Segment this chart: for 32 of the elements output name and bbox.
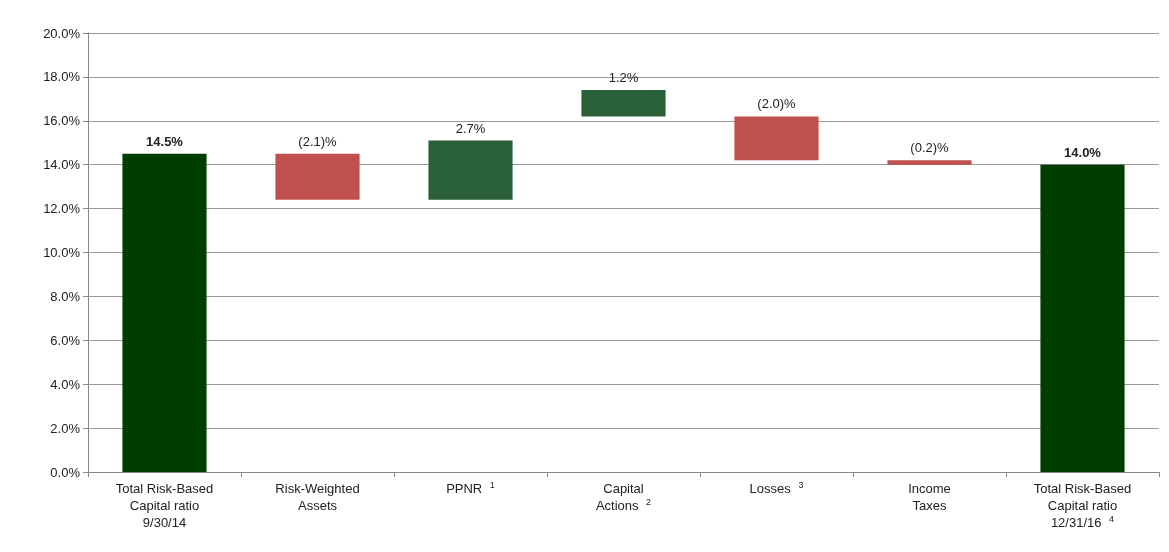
bar [122, 153, 207, 472]
y-tick-label: 12.0% [43, 201, 81, 217]
x-tick-label: Total Risk-Based Capital ratio 12/31/16 4 [1033, 481, 1132, 530]
data-label: (2.1)% [298, 133, 338, 149]
x-tick-label: Total Risk-Based Capital ratio 9/30/14 [115, 481, 214, 530]
y-tick-label: 16.0% [43, 113, 81, 129]
x-tick-label: Losses 3 [749, 479, 804, 496]
data-label: 14.5% [146, 133, 184, 149]
data-label: (2.0)% [757, 96, 797, 112]
bar [428, 140, 513, 200]
data-label: 2.7% [455, 120, 486, 136]
x-tick-label: Capital Actions 2 [595, 481, 652, 513]
bar [734, 116, 819, 161]
y-tick-label: 8.0% [50, 288, 81, 304]
bar [275, 153, 360, 200]
x-tick-label: PPNR 1 [446, 479, 495, 496]
bar [581, 90, 666, 117]
y-tick-label: 0.0% [50, 464, 81, 480]
y-tick-label: 4.0% [50, 376, 81, 392]
y-tick-label: 14.0% [43, 157, 81, 173]
bar [1040, 164, 1125, 472]
data-label: 14.0% [1064, 144, 1102, 160]
y-tick-label: 20.0% [43, 25, 81, 41]
x-tick-label: Income Taxes [908, 481, 951, 513]
y-tick-label: 2.0% [50, 420, 81, 436]
data-label: 1.2% [608, 70, 639, 86]
x-tick-label: Risk-Weighted Assets [275, 481, 360, 513]
y-tick-label: 10.0% [43, 245, 81, 260]
y-tick-label: 18.0% [43, 69, 81, 85]
bar [887, 160, 972, 165]
y-tick-label: 6.0% [50, 332, 81, 348]
data-label: (0.2)% [910, 140, 950, 156]
